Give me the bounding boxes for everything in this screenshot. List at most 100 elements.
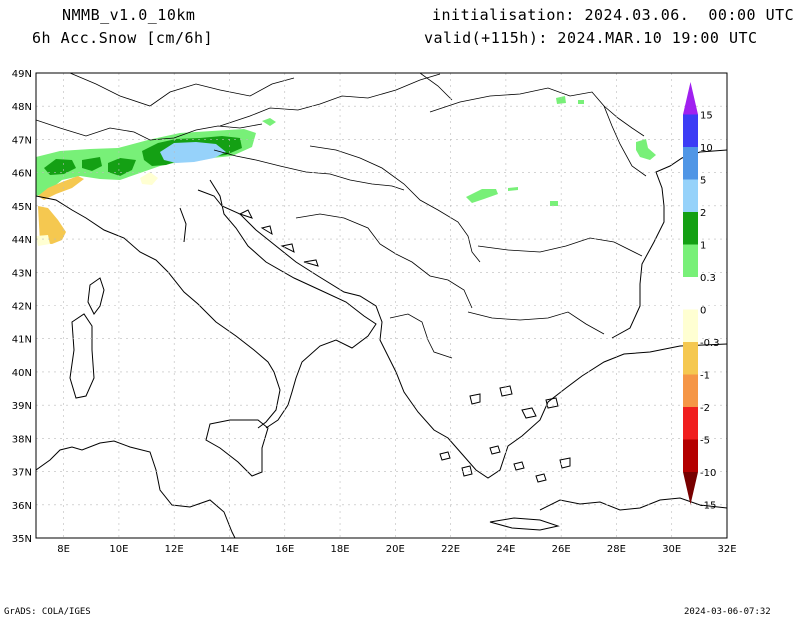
border-austria-hungary	[219, 73, 441, 127]
variable-title: 6h Acc.Snow [cm/6h]	[32, 29, 214, 47]
lat-label: 39N	[12, 401, 32, 412]
snow-field-cream	[36, 172, 158, 246]
lat-label: 37N	[12, 468, 32, 479]
colorbar-swatch	[683, 439, 698, 472]
coast-north-africa	[36, 440, 236, 538]
colorbar-label: 10	[700, 143, 713, 154]
snow-field-patch-3	[636, 139, 656, 160]
lon-label: 10E	[109, 544, 128, 555]
lat-label: 44N	[12, 235, 32, 246]
colorbar-label: -1	[700, 371, 710, 382]
colorbar-label: -2	[700, 403, 710, 414]
init-time: initialisation: 2024.03.06. 00:00 UTC	[432, 6, 795, 24]
colorbar-label: -15	[700, 501, 716, 512]
colorbar-swatch	[683, 179, 698, 212]
border-germany-czech	[69, 73, 295, 107]
colorbar-swatch	[683, 147, 698, 180]
lat-label: 45N	[12, 202, 32, 213]
colorbar-label: 15	[700, 111, 713, 122]
coast-turkey-south	[539, 497, 727, 511]
coast-crete	[489, 517, 560, 531]
lat-label: 46N	[12, 169, 32, 180]
lon-label: 18E	[331, 544, 350, 555]
colorbar-swatch	[683, 472, 698, 505]
colorbar-swatch	[683, 277, 698, 310]
colorbar-label: -0.3	[700, 338, 720, 349]
colorbar: 15 10 5 2 1 0.3 0 -0.3 -1 -2 -5 -10 -15	[683, 82, 720, 512]
lon-label: 14E	[220, 544, 239, 555]
lat-label: 36N	[12, 501, 32, 512]
border-slovenia-croatia	[213, 149, 405, 191]
lat-label: 35N	[12, 534, 32, 545]
map-frame	[35, 72, 728, 539]
lon-label: 26E	[552, 544, 571, 555]
coast-black-sea	[611, 149, 727, 339]
colorbar-label: -10	[700, 468, 716, 479]
lon-label: 32E	[717, 544, 736, 555]
colorbar-swatch	[683, 114, 698, 147]
lon-label: 16E	[275, 544, 294, 555]
lon-label: 30E	[662, 544, 681, 555]
colorbar-label: 0.3	[700, 273, 716, 284]
border-serbia-bosnia	[295, 213, 473, 309]
latitude-labels: 49N 48N 47N 46N 45N 44N 43N 42N 41N 40N 39N 38N 37N 3…	[12, 69, 32, 545]
border-romania-bulgaria	[477, 237, 643, 257]
colorbar-swatch	[683, 407, 698, 440]
colorbar-label: 2	[700, 208, 706, 219]
border-poland-ukraine	[419, 73, 453, 101]
colorbar-swatch	[683, 309, 698, 342]
snow-field-patch-4	[466, 187, 558, 206]
lat-label: 49N	[12, 69, 32, 80]
lon-label: 28E	[607, 544, 626, 555]
border-moldova	[603, 105, 645, 137]
lon-label: 20E	[386, 544, 405, 555]
lon-label: 8E	[57, 544, 70, 555]
colorbar-label: 5	[700, 176, 706, 187]
lat-label: 38N	[12, 434, 32, 445]
lat-label: 41N	[12, 335, 32, 346]
coast-aegean-islands	[439, 385, 571, 483]
map-area	[36, 73, 727, 538]
lat-label: 47N	[12, 135, 32, 146]
colorbar-swatch	[683, 212, 698, 245]
coast-adriatic-north	[179, 207, 187, 243]
colorbar-label: 1	[700, 241, 706, 252]
coast-sicily	[205, 419, 269, 477]
border-hungary-serbia	[309, 145, 481, 263]
longitude-labels: 8E 10E 12E 14E 16E 18E 20E 22E 24E 26E 28E 30E 32E	[57, 544, 736, 555]
footer-timestamp: 2024-03-06-07:32	[684, 607, 771, 617]
lon-label: 12E	[165, 544, 184, 555]
colorbar-label: 0	[700, 306, 706, 317]
coast-italy-east	[209, 179, 377, 429]
model-title: NMMB_v1.0_10km	[62, 6, 196, 24]
lat-label: 42N	[12, 302, 32, 313]
lat-label: 43N	[12, 268, 32, 279]
lat-label: 40N	[12, 368, 32, 379]
graticule	[36, 73, 727, 538]
border-bulgaria-greece	[467, 311, 605, 335]
colorbar-swatch	[683, 342, 698, 375]
colorbar-swatch	[683, 82, 698, 115]
coast-balkans	[197, 189, 727, 479]
borders	[36, 73, 647, 359]
snow-field-yellow-alps	[38, 176, 84, 200]
snow-field-patch-1	[262, 118, 276, 126]
border-alps	[36, 119, 263, 141]
snow-field-yellow-maritime	[38, 206, 66, 244]
border-romania	[429, 87, 647, 177]
coast-dalmatian-islands	[238, 209, 319, 267]
border-albania-macedonia	[389, 313, 453, 359]
lon-label: 22E	[441, 544, 460, 555]
colorbar-label: -5	[700, 436, 710, 447]
lon-label: 24E	[496, 544, 515, 555]
colorbar-swatch	[683, 374, 698, 407]
valid-time: valid(+115h): 2024.MAR.10 19:00 UTC	[424, 29, 758, 47]
snow-fields	[36, 96, 656, 246]
colorbar-swatch	[683, 244, 698, 277]
coast-sardinia	[69, 313, 95, 399]
lat-label: 48N	[12, 102, 32, 113]
coast-italy-west	[36, 195, 281, 429]
snow-field-light-blue	[160, 142, 226, 163]
snow-field-patch-2	[556, 96, 584, 104]
